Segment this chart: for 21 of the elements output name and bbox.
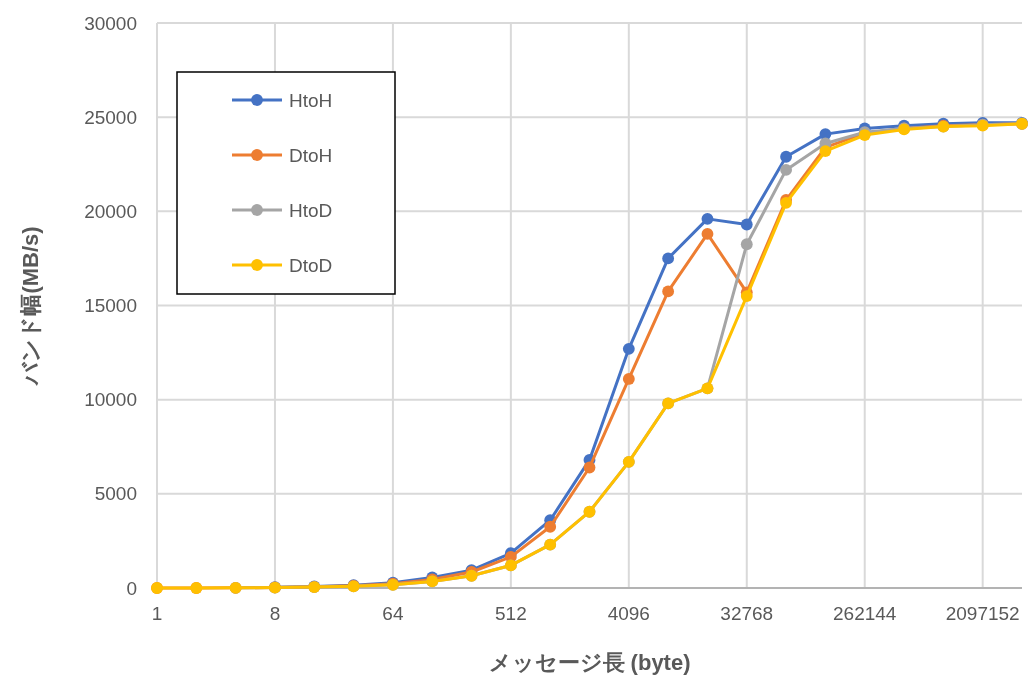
y-tick-label: 20000	[84, 200, 137, 222]
legend-label: HtoD	[289, 199, 333, 221]
x-tick-label: 8	[269, 603, 281, 624]
x-axis-title: メッセージ長 (byte)	[488, 650, 691, 675]
x-tick-label: 1	[151, 603, 163, 624]
x-tick-label: 2097152	[945, 603, 1020, 624]
y-tick-label: 0	[126, 577, 137, 599]
y-tick-label: 15000	[84, 295, 137, 317]
legend-label: DtoH	[289, 144, 333, 166]
y-tick-label: 25000	[84, 106, 137, 128]
y-tick-label: 5000	[94, 483, 137, 505]
x-tick-label: 262144	[833, 603, 897, 624]
legend-label: HtoH	[289, 89, 333, 111]
x-tick-label: 512	[495, 603, 527, 624]
y-tick-label: 30000	[84, 12, 137, 34]
legend-label: DtoD	[289, 254, 333, 276]
x-tick-label: 64	[382, 603, 404, 624]
x-tick-label: 32768	[720, 603, 774, 624]
y-axis-title: バンド幅(MB/s)	[18, 226, 43, 387]
y-tick-label: 10000	[84, 389, 137, 411]
x-tick-label: 4096	[607, 603, 650, 624]
